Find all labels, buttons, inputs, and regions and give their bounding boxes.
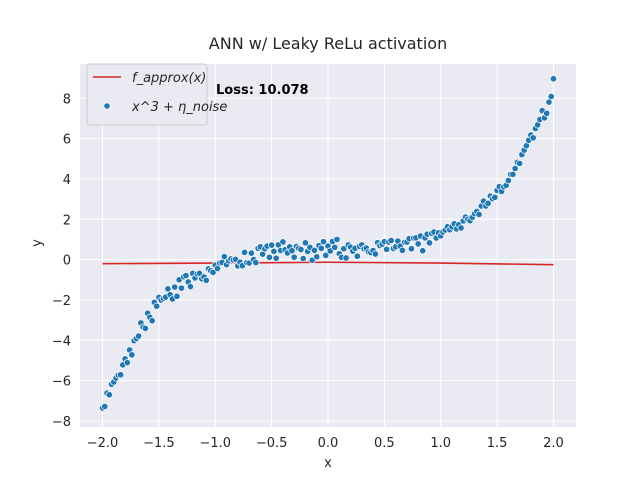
data-point	[491, 193, 499, 201]
data-point	[353, 252, 361, 260]
data-point	[247, 249, 255, 257]
data-point	[549, 75, 558, 83]
data-point	[547, 92, 555, 101]
x-tick-label: 0.5	[374, 436, 395, 451]
data-point	[383, 245, 391, 253]
legend-label-data: x^3 + η_noise	[131, 100, 227, 115]
data-point	[252, 259, 260, 267]
data-point	[177, 284, 186, 292]
data-point	[319, 238, 328, 246]
data-point	[164, 285, 172, 293]
line-series	[102, 261, 554, 266]
loss-annotation: Loss: 10.078	[216, 83, 309, 98]
data-point	[173, 292, 181, 300]
legend-label-approx: f_approx(x)	[132, 71, 206, 86]
data-point	[398, 246, 406, 254]
x-tick-label: 2.0	[543, 436, 564, 451]
data-point	[290, 253, 298, 261]
x-tick-label: 0.0	[318, 436, 339, 451]
data-point	[313, 253, 321, 261]
data-point	[220, 253, 228, 261]
data-point	[171, 283, 179, 291]
data-point	[128, 351, 136, 359]
x-tick-label: −0.5	[256, 436, 288, 451]
data-point	[475, 210, 483, 218]
data-point	[265, 253, 273, 261]
legend-point-swatch	[103, 102, 111, 110]
data-point	[272, 254, 280, 262]
data-point	[387, 236, 395, 245]
x-tick-label: 1.5	[487, 436, 508, 451]
x-tick-label: −1.5	[143, 436, 175, 451]
data-point	[202, 276, 210, 284]
data-point	[209, 268, 217, 276]
y-axis-label: y	[30, 239, 45, 247]
x-axis-ticks: −2.0 −1.5 −1.0 −0.5 0.0 0.5 1.0 1.5 2.0	[87, 436, 564, 451]
data-point	[123, 359, 131, 367]
data-point	[340, 245, 348, 253]
data-point	[101, 402, 109, 410]
y-tick-label: 2	[63, 213, 71, 228]
data-point	[509, 170, 517, 178]
y-tick-label: 6	[63, 133, 71, 148]
data-point	[543, 109, 551, 117]
data-point	[301, 239, 310, 247]
data-point	[182, 271, 190, 280]
data-point	[268, 241, 276, 249]
data-point	[529, 134, 537, 142]
data-point	[371, 250, 379, 258]
data-point	[407, 245, 415, 253]
data-point	[279, 238, 287, 246]
data-point	[105, 391, 113, 399]
data-point	[186, 283, 195, 291]
data-point	[148, 317, 156, 325]
data-point	[270, 247, 278, 255]
data-point	[504, 177, 512, 185]
data-point	[322, 251, 330, 259]
y-tick-label: −2	[52, 294, 71, 309]
data-point	[141, 324, 149, 332]
x-tick-label: −2.0	[87, 436, 119, 451]
data-point	[299, 255, 307, 263]
data-point	[153, 302, 161, 310]
y-tick-label: −4	[52, 334, 71, 349]
data-point	[117, 371, 125, 379]
data-point	[457, 224, 465, 232]
y-tick-label: −8	[52, 415, 71, 430]
data-point	[516, 159, 524, 167]
data-point	[484, 199, 492, 207]
gridlines	[80, 64, 576, 427]
chart-title: ANN w/ Leaky ReLu activation	[209, 34, 447, 53]
x-axis-label: x	[324, 456, 332, 471]
data-point	[288, 247, 296, 255]
x-tick-label: −1.0	[199, 436, 231, 451]
x-tick-label: 1.0	[430, 436, 451, 451]
data-point	[414, 240, 422, 248]
data-point	[241, 248, 249, 256]
y-tick-label: 0	[63, 254, 71, 269]
y-axis-ticks: −8 −6 −4 −2 0 2 4 6 8	[52, 92, 71, 430]
data-point	[419, 247, 427, 255]
data-point	[511, 164, 519, 173]
data-point	[297, 245, 305, 254]
data-point	[342, 254, 350, 262]
legend: f_approx(x) x^3 + η_noise	[86, 63, 227, 126]
data-point	[135, 332, 143, 340]
data-point	[333, 235, 341, 244]
approx-line	[102, 261, 554, 266]
y-tick-label: −6	[52, 375, 71, 390]
y-tick-label: 8	[63, 92, 71, 107]
data-point	[317, 244, 325, 252]
data-point	[331, 243, 339, 251]
scatter-series	[99, 75, 558, 412]
data-point	[310, 246, 319, 254]
data-point	[425, 239, 434, 247]
legend-box	[86, 63, 208, 126]
y-tick-label: 4	[63, 173, 71, 188]
